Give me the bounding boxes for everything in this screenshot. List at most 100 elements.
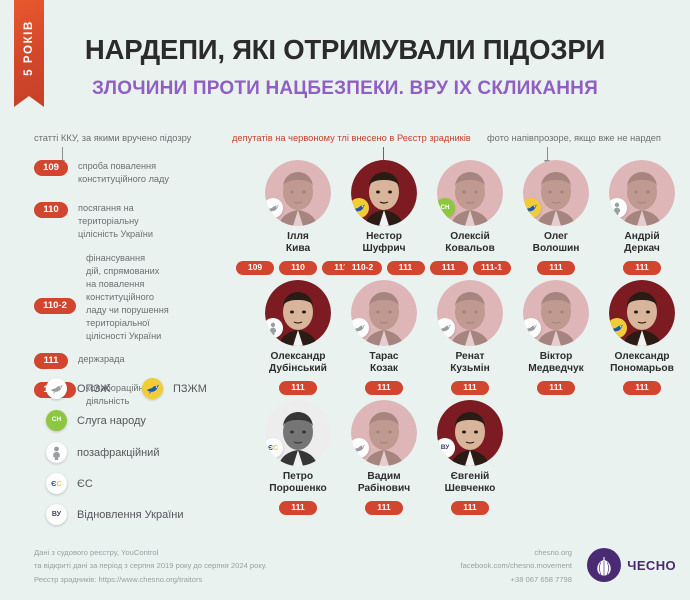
portrait-illustration xyxy=(279,172,317,226)
portrait-illustration xyxy=(451,412,489,466)
article-badge: 111 xyxy=(537,260,575,275)
article-desc: спроба повалення конституційного ладу xyxy=(78,161,170,185)
person-card[interactable]: Ренат Кузьмін 111 xyxy=(428,280,512,395)
person-card[interactable]: ВУ Євгеній Шевченко 111 xyxy=(428,400,512,515)
portrait-illustration xyxy=(365,412,403,466)
person-card[interactable]: Олег Волошин 111 xyxy=(514,160,598,275)
annotation-transparent: фото напівпрозоре, якщо вже не нардеп xyxy=(487,133,661,143)
footer-phone: +38 067 658 7798 xyxy=(510,574,572,584)
portrait-illustration xyxy=(623,172,661,226)
person-photo xyxy=(265,160,331,226)
person-card[interactable]: Нестор Шуфрич 110-2 111 xyxy=(342,160,426,275)
article-badge: 111 xyxy=(34,353,68,369)
portrait-illustration xyxy=(537,172,575,226)
party-label: Слуга народу xyxy=(77,414,146,427)
person-articles: 111 xyxy=(514,380,598,395)
person-name: Віктор Медведчук xyxy=(528,351,584,375)
annotation-articles: статті ККУ, за якими вручено підозру xyxy=(34,133,192,143)
article-badge: 110 xyxy=(34,202,68,218)
person-photo: СН xyxy=(437,160,503,226)
party-label: ОПЗЖ xyxy=(77,382,111,395)
person-name: Андрій Деркач xyxy=(624,231,660,255)
person-card[interactable]: Андрій Деркач 111 xyxy=(600,160,684,275)
logo-wordmark: ЧЕСНО xyxy=(627,557,676,573)
person-photo xyxy=(351,160,417,226)
person-articles: 111 xyxy=(342,380,426,395)
article-badge: 109 xyxy=(34,160,68,176)
portrait-illustration xyxy=(365,172,403,226)
annotation-traitors: депутатів на червоному тлі внесено в Реє… xyxy=(232,133,471,143)
legend-article-110: 110 посягання на територіальну цілісніст… xyxy=(34,202,153,241)
person-name: Олег Волошин xyxy=(532,231,580,255)
article-badge: 111 xyxy=(623,260,661,275)
person-icon xyxy=(609,198,627,218)
person-card[interactable]: Віктор Медведчук 111 xyxy=(514,280,598,395)
person-photo xyxy=(609,280,675,346)
bird-gray-icon xyxy=(437,318,455,338)
person-name: Вадим Рабінович xyxy=(357,471,411,495)
person-articles: 111 xyxy=(514,260,598,275)
anniversary-ribbon: 5 РОКІВ xyxy=(14,0,44,107)
person-card[interactable]: ЄС Петро Порошенко 111 xyxy=(256,400,340,515)
person-name: Євгеній Шевченко xyxy=(444,471,496,495)
person-photo: ЄС xyxy=(265,400,331,466)
page-subtitle: ЗЛОЧИНИ ПРОТИ НАЦБЕЗПЕКИ. ВРУ ІХ СКЛИКАН… xyxy=(92,78,598,99)
person-card[interactable]: Олександр Дубінський 111 xyxy=(256,280,340,395)
source-line-3: Реєстр зрадників: https://www.chesno.org… xyxy=(34,574,203,584)
person-name: Нестор Шуфрич xyxy=(362,231,406,255)
person-photo xyxy=(351,280,417,346)
vu-monogram: ВУ xyxy=(51,511,62,518)
portrait-illustration xyxy=(279,292,317,346)
person-photo xyxy=(265,280,331,346)
vu-icon: ВУ xyxy=(46,504,67,525)
person-articles: 111 111-1 xyxy=(428,260,512,275)
person-photo xyxy=(437,280,503,346)
person-card[interactable]: Вадим Рабінович 111 xyxy=(342,400,426,515)
source-line-2: та відкриті дані за період з серпня 2019… xyxy=(34,561,267,571)
bird-gray-icon xyxy=(265,198,283,218)
annotation-arrow-transparent xyxy=(544,147,550,166)
bird-gray-icon xyxy=(351,318,369,338)
person-card[interactable]: Ілля Кива 109 110 111 xyxy=(236,160,360,275)
article-badge: 111-1 xyxy=(472,260,511,275)
es-monogram-blue: Є xyxy=(51,478,57,488)
person-icon xyxy=(46,442,67,463)
person-articles: 109 110 111 xyxy=(236,260,360,275)
article-badge: 111 xyxy=(429,260,468,275)
annotation-arrow-articles xyxy=(59,147,65,166)
article-desc: держзрада xyxy=(78,354,125,364)
person-photo xyxy=(523,280,589,346)
green-circle-icon: СН xyxy=(46,410,67,431)
sn-monogram: СН xyxy=(51,416,62,424)
es-icon: ЄС xyxy=(265,438,283,458)
footer-site[interactable]: chesno.org xyxy=(534,548,572,557)
article-badge: 110-2 xyxy=(343,260,382,275)
portrait-illustration xyxy=(623,292,661,346)
article-badge: 111 xyxy=(451,380,489,395)
article-badge: 110 xyxy=(279,260,317,275)
person-articles: 111 xyxy=(256,500,340,515)
article-badge: 110-2 xyxy=(34,298,76,314)
es-monogram-yellow: С xyxy=(56,478,62,488)
person-photo xyxy=(609,160,675,226)
article-badge: 111 xyxy=(386,260,425,275)
person-card[interactable]: СН Олексій Ковальов 111 111-1 xyxy=(428,160,512,275)
footer-source: Дані з судового реєстру, YouControl та в… xyxy=(34,546,267,586)
person-articles: 110-2 111 xyxy=(342,260,426,275)
person-name: Петро Порошенко xyxy=(269,471,327,495)
person-card[interactable]: Олександр Пономарьов 111 xyxy=(600,280,684,395)
portrait-illustration xyxy=(451,172,489,226)
bird-gray-icon xyxy=(351,438,369,458)
legend-party-pzzhm: ПЗЖМ xyxy=(142,378,207,399)
legend-article-111: 111 держзрада xyxy=(34,353,125,369)
article-desc: колабораційна діяльність xyxy=(86,383,149,407)
article-badge: 111 xyxy=(365,500,403,515)
person-photo xyxy=(351,400,417,466)
portrait-illustration xyxy=(451,292,489,346)
footer-facebook[interactable]: facebook.com/chesno.movement xyxy=(460,561,572,571)
person-card[interactable]: Тарас Козак 111 xyxy=(342,280,426,395)
person-articles: 111 xyxy=(428,380,512,395)
person-articles: 111 xyxy=(428,500,512,515)
person-photo xyxy=(523,160,589,226)
source-line-1: Дані з судового реєстру, YouControl xyxy=(34,548,159,557)
